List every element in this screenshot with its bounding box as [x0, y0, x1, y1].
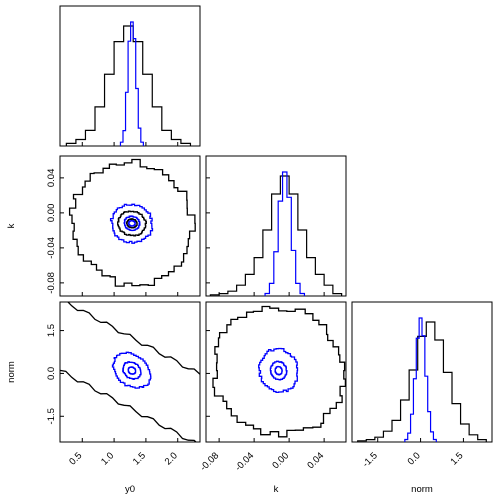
panel-hist-norm [351, 301, 493, 443]
posterior-contour-k-norm-2 [274, 365, 283, 376]
y-label-k: k [6, 223, 17, 228]
posterior-contour-k-norm-1 [269, 360, 288, 381]
y-tick-label-k: -0.08 [46, 272, 57, 294]
prior-contour-y0-k-0 [68, 158, 196, 287]
y-tick-label-k: -0.04 [46, 237, 57, 259]
panel-hist-k [205, 155, 347, 297]
x-tick-label-y0: 0.5 [67, 450, 84, 467]
x-tick-label-y0: 2.0 [163, 450, 180, 467]
posterior-histogram-y0 [119, 21, 144, 146]
y-tick-label-norm: 1.5 [46, 324, 57, 337]
posterior-contour-y0-norm-2 [127, 366, 137, 375]
prior-contour-y0-norm-1 [60, 369, 197, 442]
posterior-contour-y0-k-0 [109, 203, 154, 244]
prior-contour-y0-k-1 [117, 210, 147, 237]
x-label-y0: y0 [125, 484, 135, 495]
posterior-histogram-norm [404, 317, 437, 442]
tick-layer: 0.5 1.0 1.5 2.0 -0.08 -0.04 0.00 0.04 -1.5 0.0 1.5… [46, 142, 466, 473]
x-tick-label-k: 0.04 [305, 450, 326, 471]
y-tick-label-k: 0.04 [46, 169, 57, 188]
x-tick-label-y0: 1.5 [131, 450, 148, 467]
x-tick-label-k: -0.08 [198, 450, 221, 473]
x-tick-label-k: -0.04 [233, 450, 256, 473]
panel-k-norm [205, 301, 347, 443]
posterior-contour-k-norm-0 [258, 347, 299, 394]
y-tick-label-norm: 0.0 [46, 367, 57, 380]
posterior-contour-y0-norm-0 [111, 351, 152, 389]
posterior-contour-y0-k-2 [127, 219, 136, 227]
x-label-k: k [274, 484, 279, 495]
x-tick-label-y0: 1.0 [99, 450, 116, 467]
y-label-norm: norm [6, 361, 17, 383]
x-label-norm: norm [411, 484, 433, 495]
x-tick-label-norm: -1.5 [360, 450, 379, 469]
posterior-histogram-k [264, 171, 306, 296]
prior-contour-k-norm-0 [212, 305, 346, 438]
prior-contour-y0-norm-0 [67, 302, 200, 375]
prior-contour-y0-k-2 [125, 218, 138, 229]
x-tick-label-norm: 0.0 [406, 450, 423, 467]
panel-y0-norm [59, 301, 201, 443]
y-tick-label-norm: -1.5 [46, 408, 57, 424]
y-tick-label-k: 0.00 [46, 204, 57, 223]
posterior-contour-y0-k-1 [123, 215, 141, 232]
posterior-contour-y0-norm-1 [122, 361, 142, 380]
panel-y0-k [59, 155, 201, 297]
prior-histogram-y0 [65, 25, 192, 146]
x-tick-label-norm: 1.5 [448, 450, 465, 467]
panel-hist-y0 [59, 5, 201, 147]
x-tick-label-k: 0.00 [270, 450, 291, 471]
prior-histogram-k [209, 175, 343, 296]
prior-histogram-norm [357, 321, 487, 442]
